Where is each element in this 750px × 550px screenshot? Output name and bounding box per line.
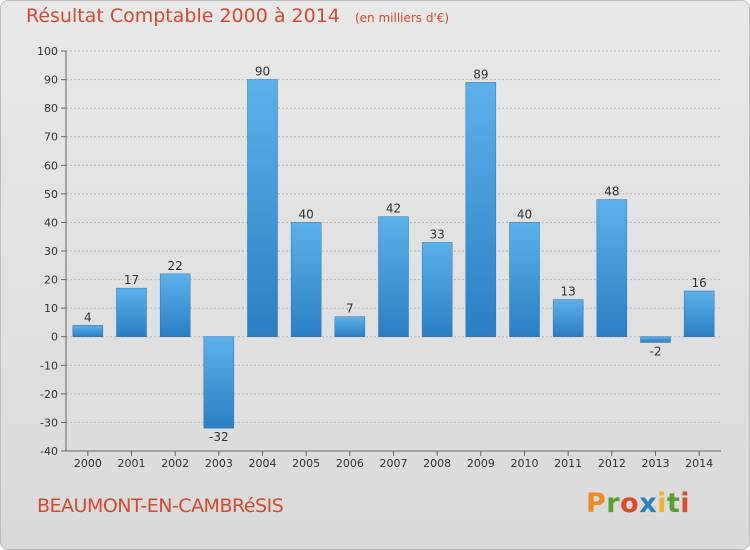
bar-2013: [640, 336, 671, 343]
data-label-2007: 42: [386, 202, 401, 216]
x-tick-label: 2005: [292, 457, 320, 470]
data-label-2011: 13: [561, 285, 576, 299]
data-label-2012: 48: [604, 185, 619, 199]
y-tick-label: 60: [44, 159, 58, 172]
x-tick-label: 2008: [423, 457, 451, 470]
bar-2012: [596, 199, 628, 337]
data-label-2008: 33: [430, 227, 445, 241]
data-label-2005: 40: [299, 207, 314, 221]
x-axis: 2000 2001 2002 2003 2004 2005 2006 2007 2008 2009…: [66, 450, 721, 470]
x-tick-label: 2004: [249, 457, 277, 470]
bar-2001: [116, 287, 147, 337]
data-label-2000: 4: [84, 310, 92, 324]
proxiti-logo[interactable]: Proxiti: [586, 488, 690, 519]
data-label-2013: -2: [650, 344, 662, 358]
commune-name: BEAUMONT-EN-CAMBRéSIS: [37, 495, 284, 517]
bar-2006: [334, 316, 366, 337]
bar-2014: [683, 290, 715, 337]
grid-lines: [66, 50, 721, 452]
data-label-2001: 17: [124, 273, 139, 287]
bar-2011: [552, 299, 584, 337]
x-tick-label: 2000: [74, 457, 102, 470]
bar-2009: [465, 82, 497, 337]
data-label-2004: 90: [255, 65, 270, 79]
x-tick-label: 2013: [642, 457, 670, 470]
data-label-2002: 22: [168, 259, 183, 273]
logo-letter: P: [586, 488, 607, 519]
y-tick-label: 30: [44, 245, 58, 258]
y-tick-label: 70: [44, 131, 58, 144]
x-tick-label: 2002: [161, 457, 189, 470]
bars: [72, 79, 715, 429]
y-tick-label: -30: [40, 416, 58, 429]
y-tick-label: 10: [44, 302, 58, 315]
data-label-2006: 7: [346, 302, 354, 316]
y-tick-label: 90: [44, 74, 58, 87]
x-tick-label: 2011: [554, 457, 582, 470]
x-tick-label: 2009: [467, 457, 495, 470]
bar-2000: [72, 325, 104, 337]
x-tick-label: 2007: [380, 457, 408, 470]
x-tick-label: 2014: [685, 457, 713, 470]
logo-letter: o: [620, 488, 640, 519]
chart-title: Résultat Comptable 2000 à 2014 (en milli…: [26, 5, 449, 27]
data-label-2009: 89: [473, 67, 488, 81]
y-tick-label: -20: [40, 388, 58, 401]
x-tick-label: 2001: [118, 457, 146, 470]
y-tick-label: -40: [40, 445, 58, 458]
data-label-2003: -32: [209, 430, 229, 444]
logo-letter: t: [666, 488, 681, 519]
bar-2007: [378, 216, 409, 337]
bar-2010: [509, 222, 540, 337]
x-tick-label: 2012: [598, 457, 626, 470]
logo-letter: x: [639, 488, 658, 519]
x-tick-label: 2006: [336, 457, 364, 470]
y-axis: -40 -30 -20 -10 0 10 20 30 40 50 60 70 80 90 100: [37, 45, 67, 458]
y-tick-label: 80: [44, 102, 58, 115]
title-text: Résultat Comptable 2000 à 2014: [26, 5, 340, 27]
data-label-2014: 16: [692, 276, 707, 290]
data-labels: 4 17 22 -32 90 40 7 42 33 89 40 13 48 -2 16: [84, 65, 707, 445]
logo-letter: i: [680, 488, 691, 519]
y-tick-label: 100: [37, 45, 58, 58]
data-label-2010: 40: [517, 207, 532, 221]
bar-2004: [247, 79, 278, 337]
y-tick-label: 0: [51, 331, 58, 344]
logo-letter: i: [657, 488, 667, 519]
subtitle-text: (en milliers d'€): [354, 11, 450, 25]
y-tick-label: 50: [44, 188, 58, 201]
bar-2005: [290, 222, 322, 337]
bar-2008: [421, 242, 453, 337]
x-tick-label: 2010: [511, 457, 539, 470]
y-tick-label: -10: [40, 359, 58, 372]
x-tick-label: 2003: [205, 457, 233, 470]
bar-2003: [203, 336, 235, 429]
bar-2002: [159, 273, 191, 337]
y-tick-label: 20: [44, 274, 58, 287]
logo-letter: r: [606, 488, 621, 519]
y-tick-label: 40: [44, 216, 58, 229]
